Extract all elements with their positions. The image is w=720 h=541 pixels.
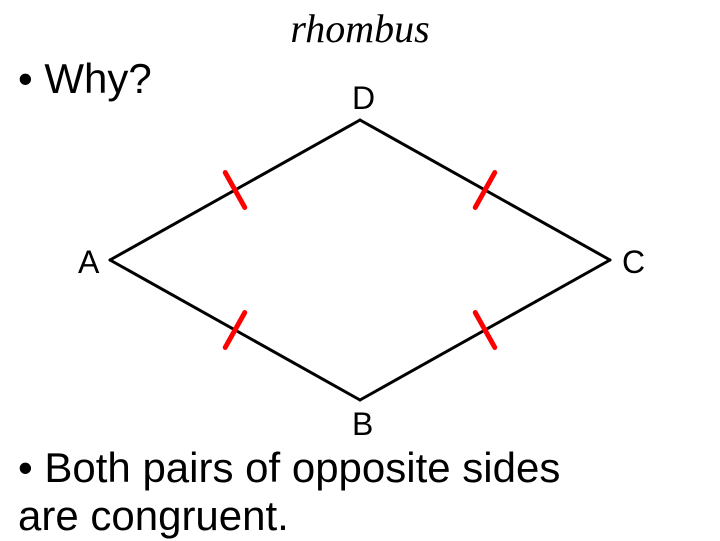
answer-line-1: • Both pairs of opposite sides [18, 444, 560, 491]
answer-line-2: are congruent. [18, 492, 289, 539]
answer-text: • Both pairs of opposite sides are congr… [18, 444, 560, 541]
vertex-label-b: B [352, 406, 373, 443]
rhombus-svg [70, 70, 670, 440]
page-title: rhombus [0, 5, 720, 52]
rhombus-diagram: A B C D [70, 70, 670, 440]
vertex-label-d: D [352, 80, 375, 117]
vertex-label-a: A [78, 244, 99, 281]
vertex-label-c: C [622, 244, 645, 281]
